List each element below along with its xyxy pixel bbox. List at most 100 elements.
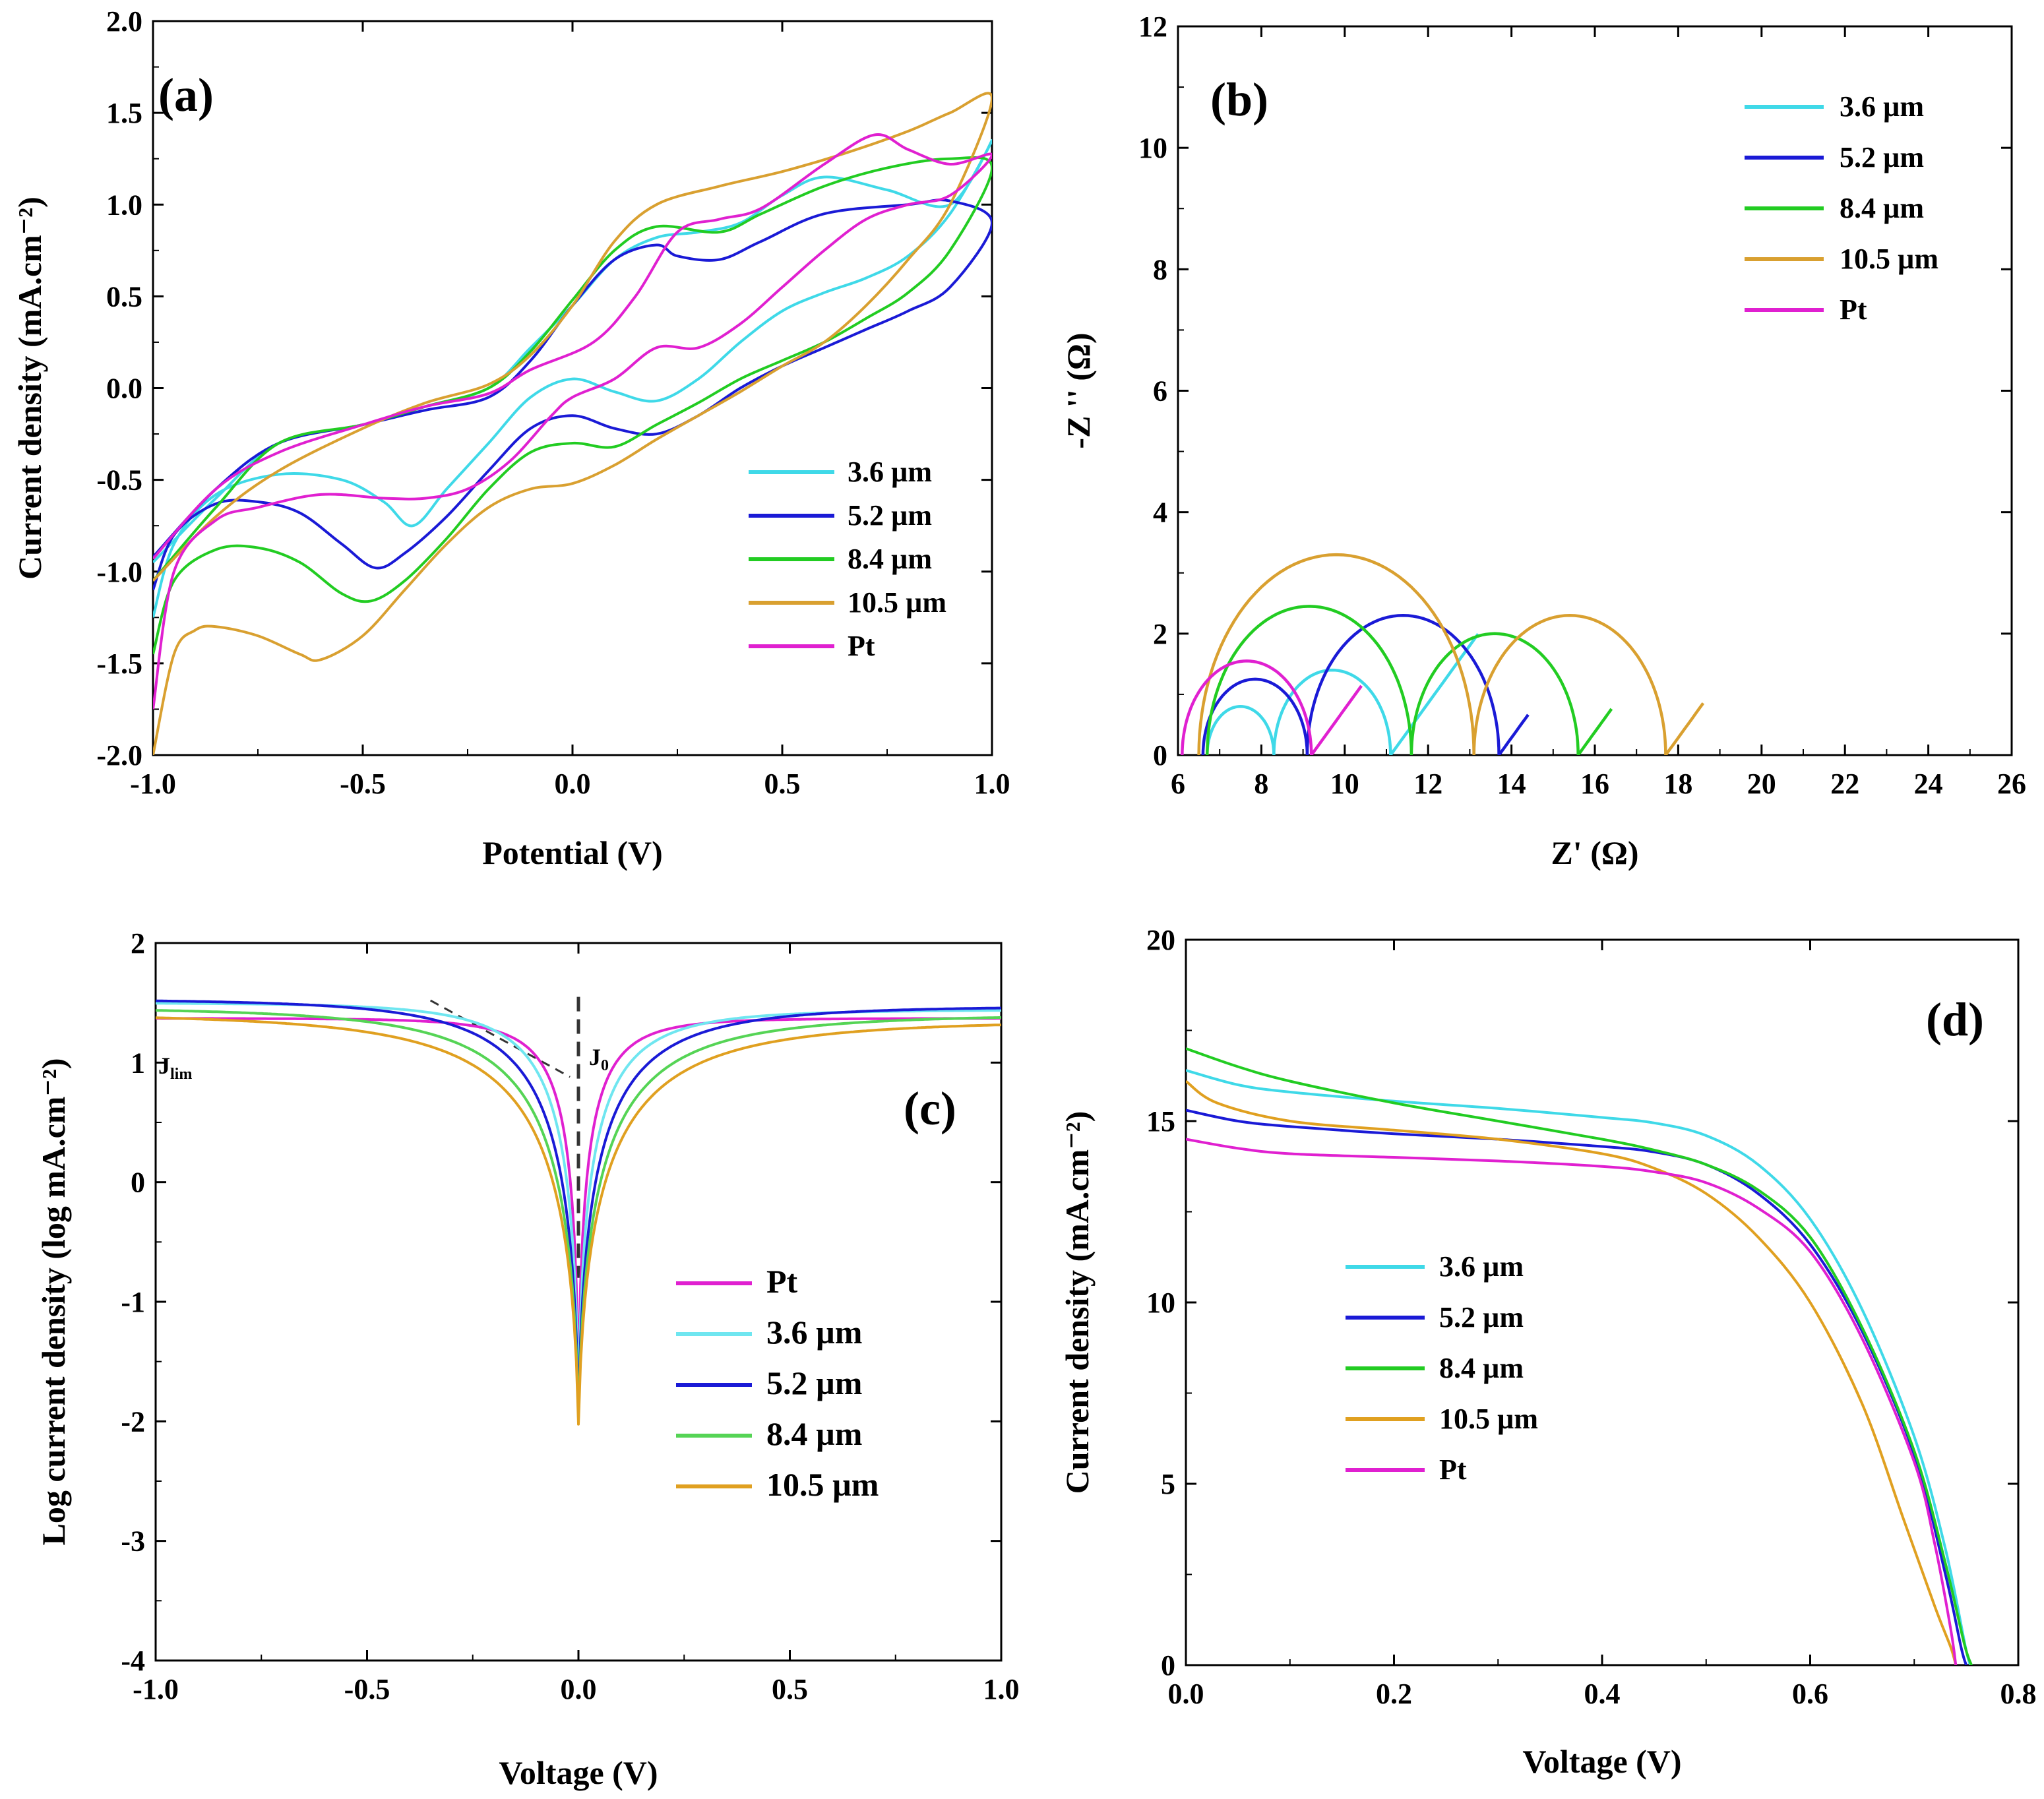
legend-label: 10.5 µm (766, 1466, 879, 1503)
x-axis-label: Voltage (V) (1522, 1743, 1681, 1780)
y-tick-label: 5 (1161, 1468, 1175, 1500)
series-line (153, 156, 992, 655)
series-line (1197, 553, 1705, 755)
series-line (1201, 613, 1530, 755)
y-tick-label: 1 (131, 1047, 145, 1079)
x-tick-label: 0.4 (1584, 1678, 1621, 1710)
y-tick-label: -1.5 (96, 648, 142, 680)
y-axis-label: Log current density (log mA.cm⁻²) (35, 1058, 72, 1546)
series-line (153, 92, 992, 755)
chart-panel-d: 0.0 0.2 0.4 0.6 0.8 0 5 10 15 20 Voltage (V) Curren… (1059, 924, 2037, 1780)
x-tick-label: -0.5 (344, 1673, 390, 1705)
j0-annotation: J0 (589, 1044, 609, 1074)
x-tick-label: 0.8 (2000, 1678, 2037, 1710)
legend-label: 10.5 µm (848, 586, 946, 619)
x-tick-label: 26 (1997, 768, 2026, 800)
jlim-annotation: Jlim (158, 1052, 192, 1083)
x-tick-label: 0.0 (561, 1673, 597, 1705)
series-line (1205, 605, 1613, 755)
series-line (1205, 632, 1479, 755)
x-tick-label: 1.0 (974, 768, 1010, 800)
x-axis-label: Potential (V) (482, 834, 663, 871)
y-tick-label: 6 (1153, 375, 1167, 408)
legend-label: Pt (1439, 1453, 1467, 1486)
y-tick-label: 10 (1146, 1287, 1175, 1319)
y-tick-label: 0 (1161, 1649, 1175, 1682)
x-tick-label: 0.0 (555, 768, 591, 800)
y-tick-label: 4 (1153, 497, 1167, 529)
x-tick-label: 0.2 (1376, 1678, 1412, 1710)
series-line (1186, 1080, 1958, 1665)
series-line (1186, 1047, 1973, 1665)
x-tick-label: 0.5 (772, 1673, 808, 1705)
panel-label: (d) (1926, 993, 1984, 1046)
legend-label: 5.2 µm (766, 1364, 862, 1401)
legend-label: 5.2 µm (1840, 141, 1924, 173)
legend-label: 3.6 µm (848, 456, 932, 488)
legend: Pt 3.6 µm 5.2 µm 8.4 µm 10.5 µm (676, 1263, 879, 1503)
panel-label: (a) (158, 69, 214, 121)
x-tick-label: 8 (1254, 768, 1268, 800)
plot-area (1181, 553, 1705, 755)
series-line (153, 133, 992, 710)
x-tick-label: 6 (1171, 768, 1185, 800)
legend-label: Pt (766, 1263, 798, 1300)
x-tick-label: 10 (1330, 768, 1359, 800)
y-tick-label: -2.0 (96, 739, 142, 772)
legend: 3.6 µm 5.2 µm 8.4 µm 10.5 µm Pt (1745, 90, 1938, 326)
legend-label: 8.4 µm (766, 1415, 862, 1452)
legend-label: 3.6 µm (1840, 90, 1924, 123)
x-axis-label: Z' (Ω) (1551, 834, 1638, 871)
x-tick-label: 24 (1914, 768, 1943, 800)
legend: 3.6 µm 5.2 µm 8.4 µm 10.5 µm Pt (749, 456, 946, 662)
y-tick-label: 0.0 (106, 373, 142, 405)
y-tick-label: -3 (121, 1525, 145, 1558)
y-tick-label: 2 (131, 927, 145, 960)
series-line (1186, 1138, 1958, 1665)
x-tick-label: -1.0 (133, 1673, 179, 1705)
chart-panel-c: -1.0 -0.5 0.0 0.5 1.0 -4 -3 -2 -1 0 1 2 Voltage (V) L… (35, 927, 1020, 1791)
y-tick-label: 2.0 (106, 5, 142, 38)
y-tick-label: -4 (121, 1645, 145, 1677)
legend-label: Pt (848, 630, 875, 662)
y-tick-label: 8 (1153, 253, 1167, 286)
series-line (1186, 1069, 1973, 1665)
y-tick-label: -2 (121, 1405, 145, 1438)
y-tick-label: 10 (1138, 132, 1167, 164)
legend-label: 5.2 µm (1439, 1301, 1524, 1333)
series-line (1181, 659, 1363, 755)
y-tick-label: 2 (1153, 618, 1167, 650)
legend-label: 3.6 µm (1439, 1250, 1524, 1283)
series-line (156, 1016, 1001, 1426)
legend-label: 5.2 µm (848, 499, 932, 532)
x-tick-label: -1.0 (130, 768, 176, 800)
legend-label: 10.5 µm (1840, 243, 1938, 275)
y-tick-label: -1 (121, 1286, 145, 1318)
x-tick-label: 0.5 (764, 768, 801, 800)
x-tick-label: 22 (1830, 768, 1859, 800)
legend-label: 8.4 µm (1840, 192, 1924, 224)
y-axis-label: -Z '' (Ω) (1060, 332, 1097, 448)
panel-label: (c) (904, 1082, 956, 1135)
chart-panel-a: -1.0 -0.5 0.0 0.5 1.0 -2.0 -1.5 -1.0 -0.5 0.0 0.5 1… (11, 5, 1010, 871)
y-tick-label: 1.0 (106, 189, 142, 221)
y-tick-label: 0 (131, 1167, 145, 1199)
legend-label: 3.6 µm (766, 1314, 862, 1351)
legend-label: 8.4 µm (1439, 1352, 1524, 1384)
y-tick-label: -1.0 (96, 556, 142, 588)
y-axis-label: Current density (mA.cm⁻²) (11, 197, 48, 580)
legend-label: 10.5 µm (1439, 1403, 1538, 1435)
x-tick-label: 12 (1413, 768, 1442, 800)
y-tick-label: 20 (1146, 924, 1175, 956)
y-tick-label: 12 (1138, 11, 1167, 43)
x-tick-label: 0.6 (1792, 1678, 1828, 1710)
x-tick-label: 16 (1580, 768, 1609, 800)
plot-area (156, 996, 1001, 1426)
x-tick-label: 1.0 (983, 1673, 1020, 1705)
x-tick-label: 14 (1497, 768, 1526, 800)
x-tick-label: 20 (1747, 768, 1776, 800)
y-tick-label: 0 (1153, 739, 1167, 772)
y-tick-label: 15 (1146, 1105, 1175, 1138)
